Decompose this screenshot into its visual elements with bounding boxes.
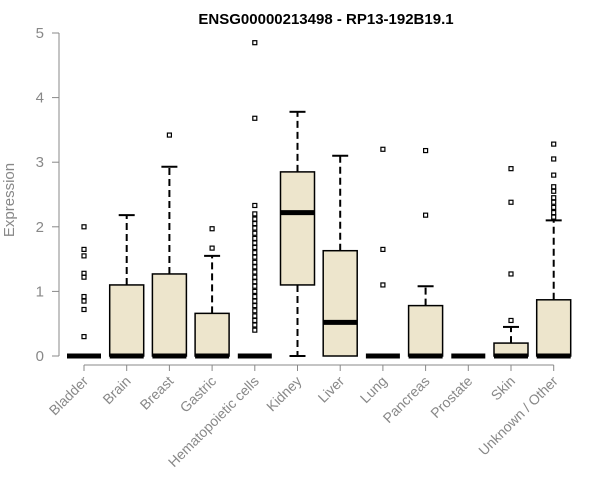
box-group <box>237 40 272 359</box>
box <box>322 249 358 357</box>
outlier-point <box>252 250 258 256</box>
outlier-point <box>252 274 258 280</box>
outlier-point <box>551 199 557 205</box>
box <box>151 273 188 357</box>
outlier-point <box>252 317 258 324</box>
x-tick-label: Lung <box>357 373 390 406</box>
outlier-point <box>209 226 215 232</box>
outlier-point <box>252 269 258 275</box>
outlier-point <box>252 308 258 314</box>
box <box>407 304 444 357</box>
outlier-point <box>252 259 258 265</box>
outlier-point <box>551 141 557 147</box>
outlier-point <box>423 212 429 218</box>
outlier-point <box>252 279 258 285</box>
outlier-point <box>423 147 429 154</box>
outlier-point <box>551 156 557 162</box>
outlier-point <box>551 188 557 194</box>
box <box>535 299 572 357</box>
x-tick-label: Unknown / Other <box>475 373 561 459</box>
outlier-point <box>81 246 87 253</box>
outlier-point <box>166 132 172 138</box>
outlier-point <box>551 214 557 220</box>
outlier-point <box>252 115 258 121</box>
outlier-point <box>252 225 258 231</box>
outlier-point <box>252 293 258 300</box>
box <box>194 312 230 357</box>
outlier-point <box>252 322 258 328</box>
box <box>279 171 316 286</box>
box-group <box>279 110 316 357</box>
outlier-point <box>81 253 87 259</box>
outlier-point <box>252 254 258 260</box>
outlier-point <box>252 283 258 289</box>
outlier-point <box>252 220 258 227</box>
x-tick-label: Prostate <box>427 373 475 421</box>
outlier-point <box>380 246 386 253</box>
x-tick-label: Skin <box>488 373 519 404</box>
outlier-point <box>508 166 514 172</box>
chart-title: ENSG00000213498 - RP13-192B19.1 <box>198 11 453 28</box>
box-group <box>407 147 444 359</box>
outlier-point <box>252 327 258 333</box>
y-tick-label: 0 <box>36 348 44 365</box>
y-tick-label: 4 <box>36 90 44 107</box>
outlier-point <box>380 146 386 152</box>
box-group <box>493 166 529 359</box>
outlier-point <box>551 204 557 211</box>
outlier-point <box>252 264 258 270</box>
outlier-point <box>81 334 87 340</box>
box-group <box>535 141 572 359</box>
box-group <box>151 132 188 359</box>
y-tick-label: 2 <box>36 219 44 236</box>
outlier-point <box>508 317 514 324</box>
box-group <box>194 226 230 359</box>
x-tick-label: Liver <box>315 373 348 406</box>
outlier-point <box>81 298 87 304</box>
outlier-point <box>252 211 258 217</box>
outlier-point <box>252 230 258 236</box>
box-group <box>67 224 101 359</box>
outlier-point <box>551 195 557 201</box>
outlier-point <box>380 282 386 288</box>
outlier-point <box>252 244 258 251</box>
boxes <box>67 40 572 359</box>
outlier-point <box>81 224 87 230</box>
outlier-point <box>252 40 258 46</box>
outlier-point <box>252 240 258 246</box>
outlier-point <box>252 288 258 294</box>
x-tick-label: Breast <box>137 373 177 413</box>
outlier-point <box>81 274 87 280</box>
outlier-point <box>508 271 514 277</box>
box-group <box>108 214 145 359</box>
x-tick-label: Brain <box>99 373 133 407</box>
outlier-point <box>252 202 258 209</box>
y-tick-label: 1 <box>36 283 44 300</box>
y-axis: 0 1 2 3 4 5 <box>36 25 60 365</box>
outlier-point <box>252 235 258 242</box>
x-tick-label: Pancreas <box>380 373 433 426</box>
box-group <box>365 146 400 359</box>
outlier-point <box>508 199 514 205</box>
outlier-point <box>209 245 215 251</box>
outlier-point <box>81 293 87 300</box>
x-tick-label: Kidney <box>263 373 305 415</box>
box <box>108 284 145 357</box>
outlier-point <box>551 172 557 178</box>
x-tick-label: Bladder <box>46 373 92 419</box>
outlier-point <box>551 184 557 190</box>
outlier-point <box>252 303 258 309</box>
outlier-point <box>252 298 258 304</box>
box-group <box>322 154 358 357</box>
y-tick-label: 5 <box>36 25 44 42</box>
outlier-point <box>81 306 87 313</box>
outlier-point <box>551 209 557 216</box>
y-tick-label: 3 <box>36 154 44 171</box>
outlier-point <box>252 313 258 319</box>
x-tick-label: Gastric <box>177 373 220 416</box>
y-axis-label: Expression <box>1 163 18 237</box>
outlier-point <box>252 216 258 222</box>
